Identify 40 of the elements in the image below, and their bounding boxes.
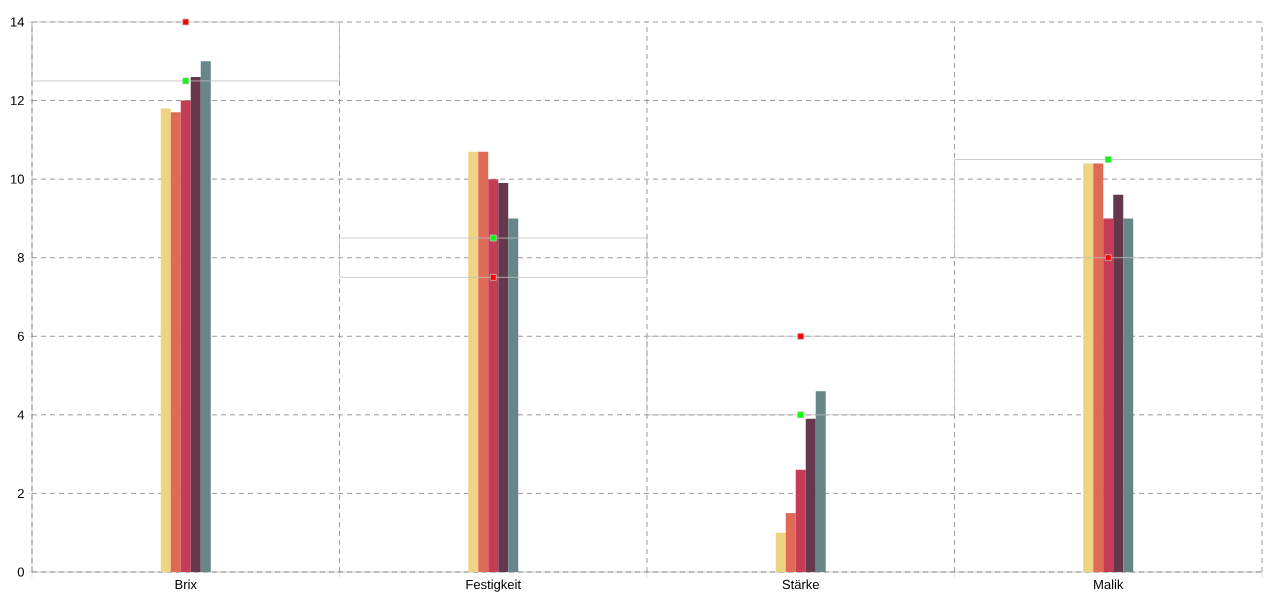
y-tick-label: 14 bbox=[11, 17, 25, 27]
bar bbox=[508, 218, 519, 572]
y-tick-label: 10 bbox=[11, 174, 24, 184]
y-tick-label: 12 bbox=[11, 96, 24, 106]
y-tick-label: 8 bbox=[17, 253, 24, 263]
bar bbox=[498, 183, 509, 572]
x-tick-label: Festigkeit bbox=[466, 579, 521, 592]
bar bbox=[1103, 218, 1114, 572]
y-tick-label: 0 bbox=[17, 567, 24, 577]
x-tick-label: Stärke bbox=[782, 579, 819, 590]
bar bbox=[1093, 163, 1104, 572]
bar bbox=[488, 179, 499, 572]
bar bbox=[1113, 194, 1124, 572]
x-tick-label: Brix bbox=[175, 579, 197, 589]
bar bbox=[478, 151, 489, 572]
bar bbox=[180, 100, 191, 572]
point bbox=[489, 234, 497, 242]
bar bbox=[815, 391, 826, 572]
bar bbox=[170, 112, 181, 572]
y-tick-label: 2 bbox=[17, 488, 24, 498]
bar bbox=[795, 469, 806, 572]
bar bbox=[805, 418, 816, 572]
y-tick-label: 6 bbox=[17, 331, 24, 341]
bar bbox=[1123, 218, 1134, 572]
bar bbox=[785, 513, 796, 572]
y-tick-label: 4 bbox=[17, 410, 25, 420]
x-tick-label: Malik bbox=[1094, 579, 1124, 590]
bar bbox=[468, 151, 479, 572]
point bbox=[1104, 156, 1112, 163]
point bbox=[1104, 254, 1112, 262]
point bbox=[797, 411, 805, 419]
point bbox=[489, 273, 497, 281]
point bbox=[182, 18, 190, 26]
bar bbox=[190, 77, 201, 572]
bar bbox=[775, 532, 786, 572]
bar bbox=[1083, 163, 1094, 572]
point bbox=[182, 77, 190, 85]
bar bbox=[160, 108, 171, 572]
point bbox=[797, 332, 805, 340]
bar bbox=[200, 61, 211, 572]
